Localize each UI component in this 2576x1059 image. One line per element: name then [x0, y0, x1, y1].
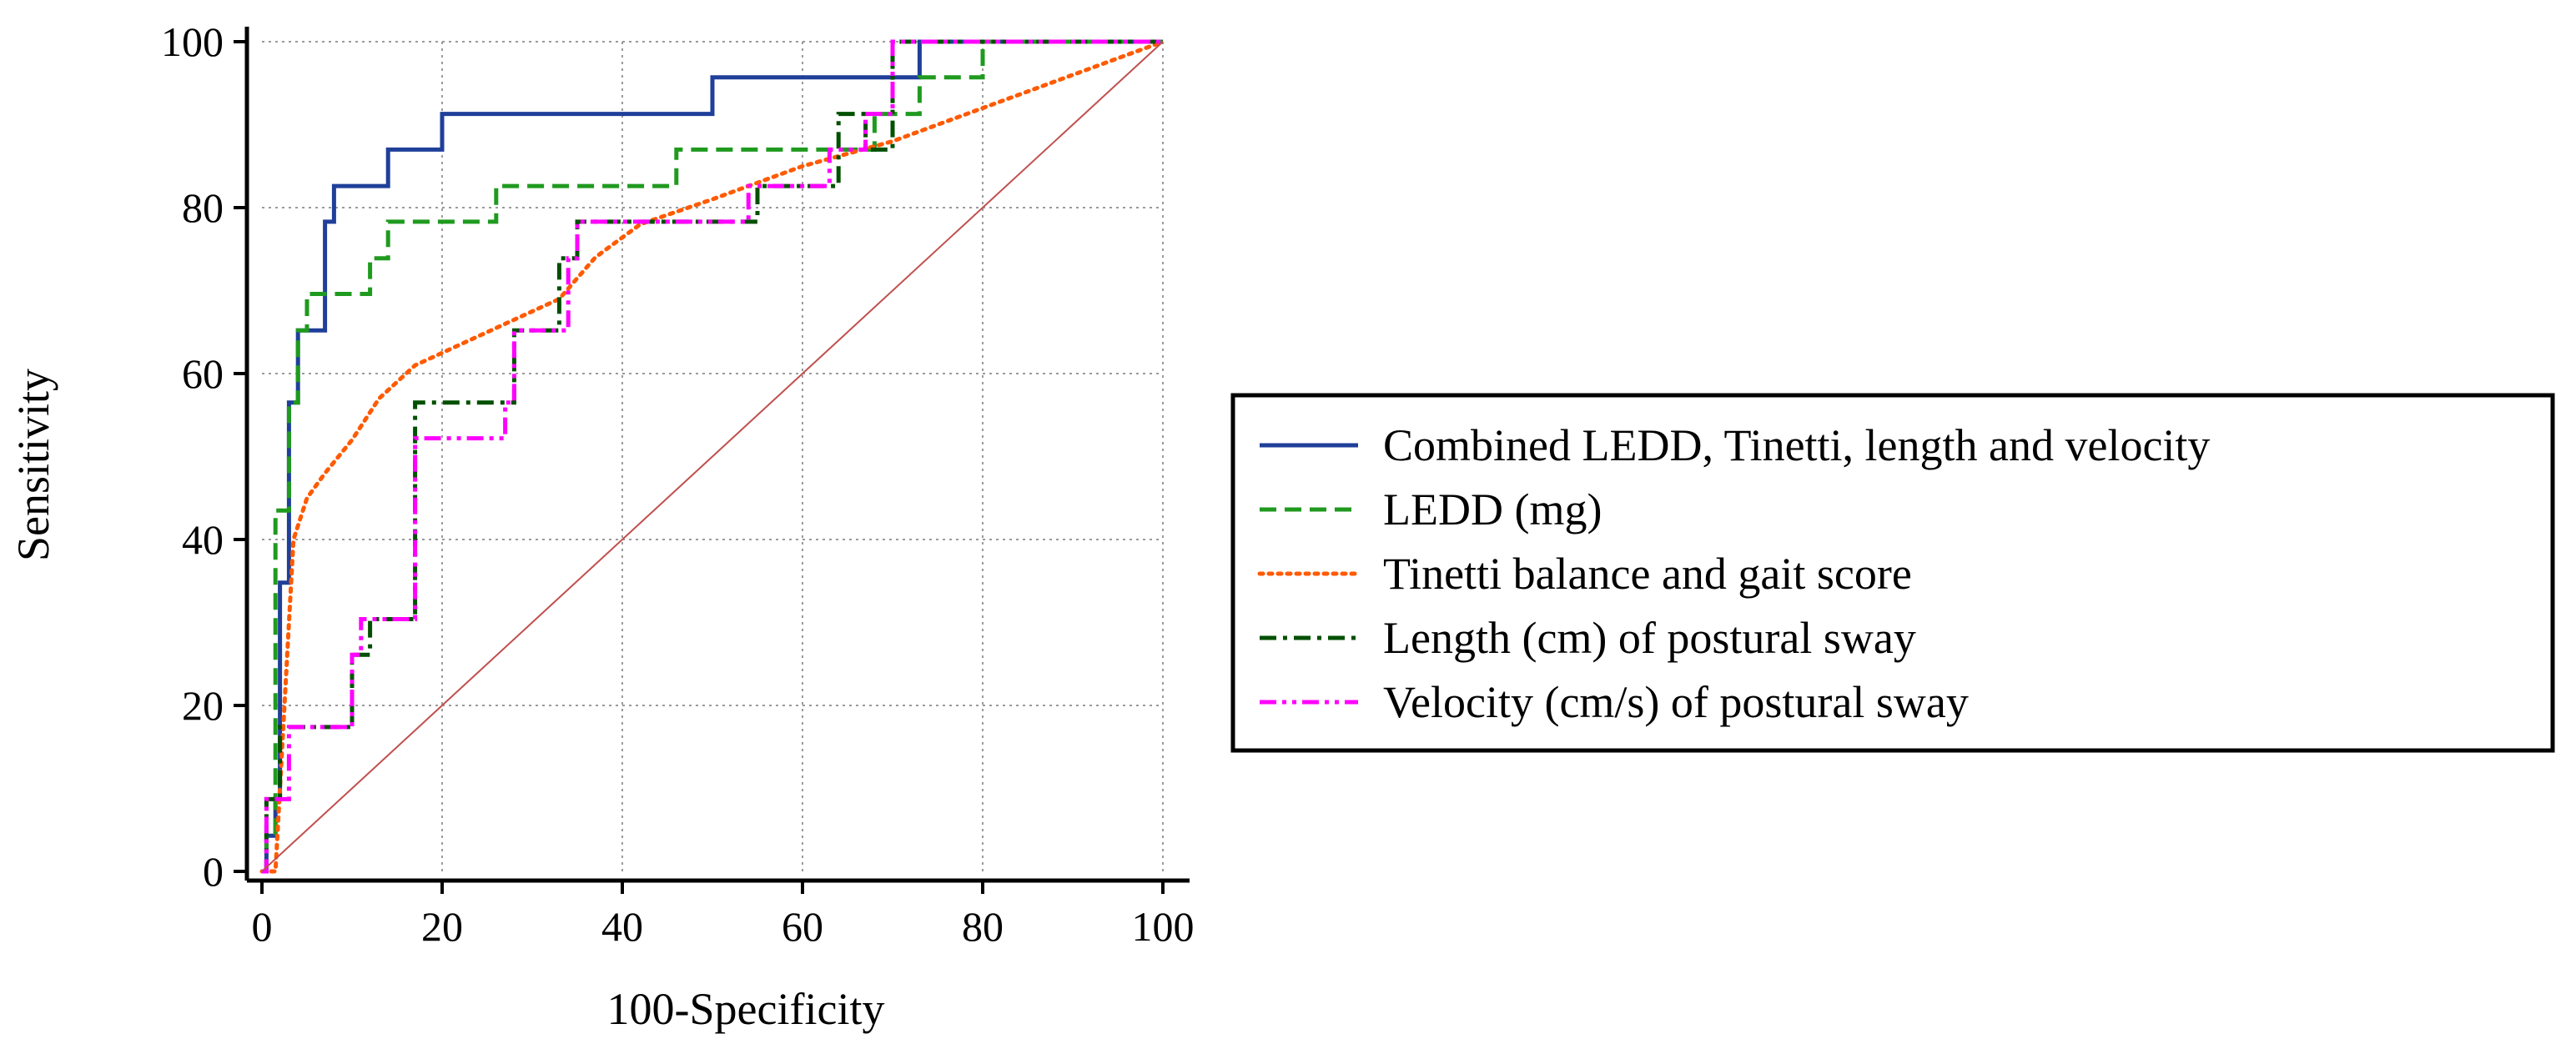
x-tick-label: 40: [601, 903, 643, 950]
legend-box: [1230, 393, 2555, 753]
y-axis-title: Sensitivity: [8, 369, 58, 561]
x-tick-label: 0: [252, 903, 273, 950]
y-tick-label: 100: [161, 18, 224, 65]
x-tick-label: 80: [962, 903, 1004, 950]
grid-layer: [262, 41, 1164, 871]
legend-label-5: Velocity (cm/s) of postural sway: [1383, 677, 1969, 727]
y-tick-label: 60: [182, 350, 224, 397]
y-tick-label: 0: [203, 848, 224, 895]
series-line-2: [262, 39, 1163, 874]
legend-label-1: Combined LEDD, Tinetti, length and veloc…: [1383, 420, 2210, 470]
x-tick-label: 20: [421, 903, 463, 950]
axes-layer: 0 20 40 60 80 100 0 20 40 60 80 100 100-Specificity S…: [8, 18, 1195, 1034]
x-tick-label: 100: [1132, 903, 1195, 950]
x-tick-label: 60: [782, 903, 823, 950]
series-line-6: [261, 41, 1164, 872]
legend-label-2: LEDD (mg): [1383, 484, 1602, 535]
y-tick-label: 40: [182, 516, 224, 563]
y-tick-label: 80: [182, 184, 224, 231]
y-tick-label: 20: [182, 682, 224, 729]
legend-label-3: Tinetti balance and gait score: [1383, 549, 1912, 599]
series-line-3: [259, 39, 1165, 874]
series-line-5: [262, 39, 1163, 874]
legend: Combined LEDD, Tinetti, length and veloc…: [1230, 393, 2555, 753]
series-layer: [259, 39, 1165, 874]
x-axis-title: 100-Specificity: [607, 984, 885, 1034]
legend-label-4: Length (cm) of postural sway: [1383, 613, 1916, 663]
